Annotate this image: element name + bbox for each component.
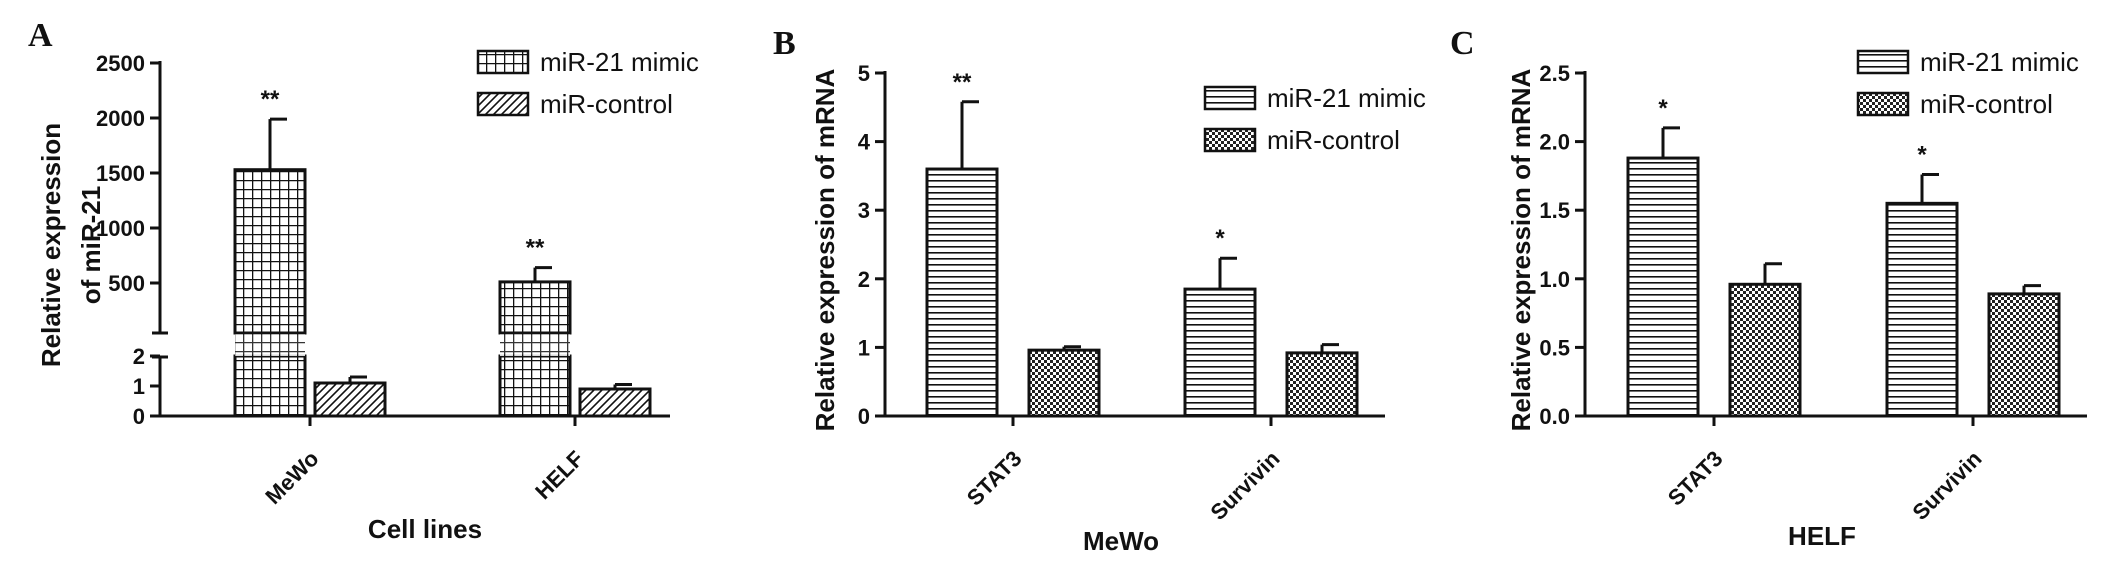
x-tick-label-b-1: Survivin: [1205, 446, 1284, 525]
bar-break-fill-a-1-0: [500, 333, 570, 356]
x-axis-label: MeWo: [1083, 526, 1159, 556]
significance-b-1-0: *: [1215, 225, 1225, 252]
bar-b-0-0: [925, 167, 999, 418]
y-tick-label-b-3: 3: [858, 198, 870, 223]
bar-break-fill-a-0-0: [235, 333, 305, 356]
y-axis-label-c-0: Relative expression of mRNA: [1506, 68, 1536, 431]
y-tick-label-c-2: 1.0: [1539, 267, 1570, 292]
y-tick-label-upper-0: 500: [108, 271, 145, 296]
bar-a-0-1: [313, 381, 387, 418]
y-tick-label-c-4: 2.0: [1539, 130, 1570, 155]
bar-a-1-1: [578, 387, 652, 418]
y-axis-label-a-0: Relative expression: [36, 123, 66, 367]
significance-a-1-0: **: [526, 235, 545, 262]
legend-swatch-b-0: [1203, 85, 1257, 111]
x-tick-label-c-0: STAT3: [1663, 446, 1728, 511]
y-tick-label-c-5: 2.5: [1539, 61, 1570, 86]
x-tick-label-a-0: MeWo: [260, 446, 323, 509]
legend-label-a-1: miR-control: [540, 89, 673, 119]
x-axis-label: Cell lines: [368, 514, 482, 544]
legend-label-b-0: miR-21 mimic: [1267, 83, 1426, 113]
significance-b-0-0: **: [953, 69, 972, 96]
bar-c-0-0: [1626, 156, 1700, 418]
y-tick-label-c-1: 0.5: [1539, 335, 1570, 360]
y-tick-label-c-3: 1.5: [1539, 198, 1570, 223]
legend-label-c-1: miR-control: [1920, 89, 2053, 119]
y-tick-label-c-0: 0.0: [1539, 404, 1570, 429]
bar-b-1-1: [1285, 351, 1359, 418]
y-tick-label-b-1: 1: [858, 335, 870, 360]
bar-lower-a-0-0: [233, 354, 307, 418]
significance-a-0-0: **: [261, 86, 280, 113]
significance-c-0-0: *: [1658, 95, 1668, 122]
bar-c-0-1: [1728, 282, 1802, 418]
x-axis-label: HELF: [1788, 521, 1856, 551]
bar-c-1-1: [1987, 292, 2061, 418]
legend-swatch-b-1: [1203, 127, 1257, 153]
panel-letter: A: [28, 17, 53, 54]
panel-letter: B: [773, 25, 796, 62]
y-tick-label-upper-1: 1000: [96, 216, 145, 241]
legend-swatch-a-0: [476, 49, 530, 75]
legend-label-a-0: miR-21 mimic: [540, 47, 699, 77]
y-tick-label-upper-2: 1500: [96, 161, 145, 186]
y-tick-label-lower-0: 0: [133, 404, 145, 429]
legend-label-b-1: miR-control: [1267, 125, 1400, 155]
x-tick-label-b-0: STAT3: [962, 446, 1027, 511]
bar-lower-a-1-0: [498, 354, 572, 418]
x-tick-label-a-1: HELF: [530, 446, 588, 504]
y-tick-label-b-0: 0: [858, 404, 870, 429]
bar-b-1-0: [1183, 287, 1257, 418]
y-axis-label-a-1: of miR-21: [76, 186, 106, 304]
legend-label-c-0: miR-21 mimic: [1920, 47, 2079, 77]
y-tick-label-upper-4: 2500: [96, 51, 145, 76]
legend-swatch-c-1: [1856, 91, 1910, 117]
y-tick-label-b-5: 5: [858, 61, 870, 86]
bar-upper-a-1-0: [498, 280, 572, 335]
x-tick-label-c-1: Survivin: [1907, 446, 1986, 525]
legend-swatch-c-0: [1856, 49, 1910, 75]
significance-c-1-0: *: [1917, 142, 1927, 169]
y-tick-label-b-4: 4: [858, 130, 871, 155]
bar-b-0-1: [1027, 348, 1101, 418]
y-tick-label-upper-3: 2000: [96, 106, 145, 131]
bar-c-1-0: [1885, 201, 1959, 418]
panel-letter: C: [1450, 25, 1475, 62]
legend-swatch-a-1: [476, 91, 530, 117]
panel-c: C 0.0 0.5 1.0 1.5 2.0 2.5 * * STAT3 Survivin Relati…: [1450, 25, 2087, 551]
y-axis-label-b-0: Relative expression of mRNA: [810, 68, 840, 431]
y-tick-label-lower-2: 2: [133, 344, 145, 369]
y-tick-label-lower-1: 1: [133, 374, 145, 399]
bar-upper-a-0-0: [233, 168, 307, 335]
y-tick-label-b-2: 2: [858, 267, 870, 292]
